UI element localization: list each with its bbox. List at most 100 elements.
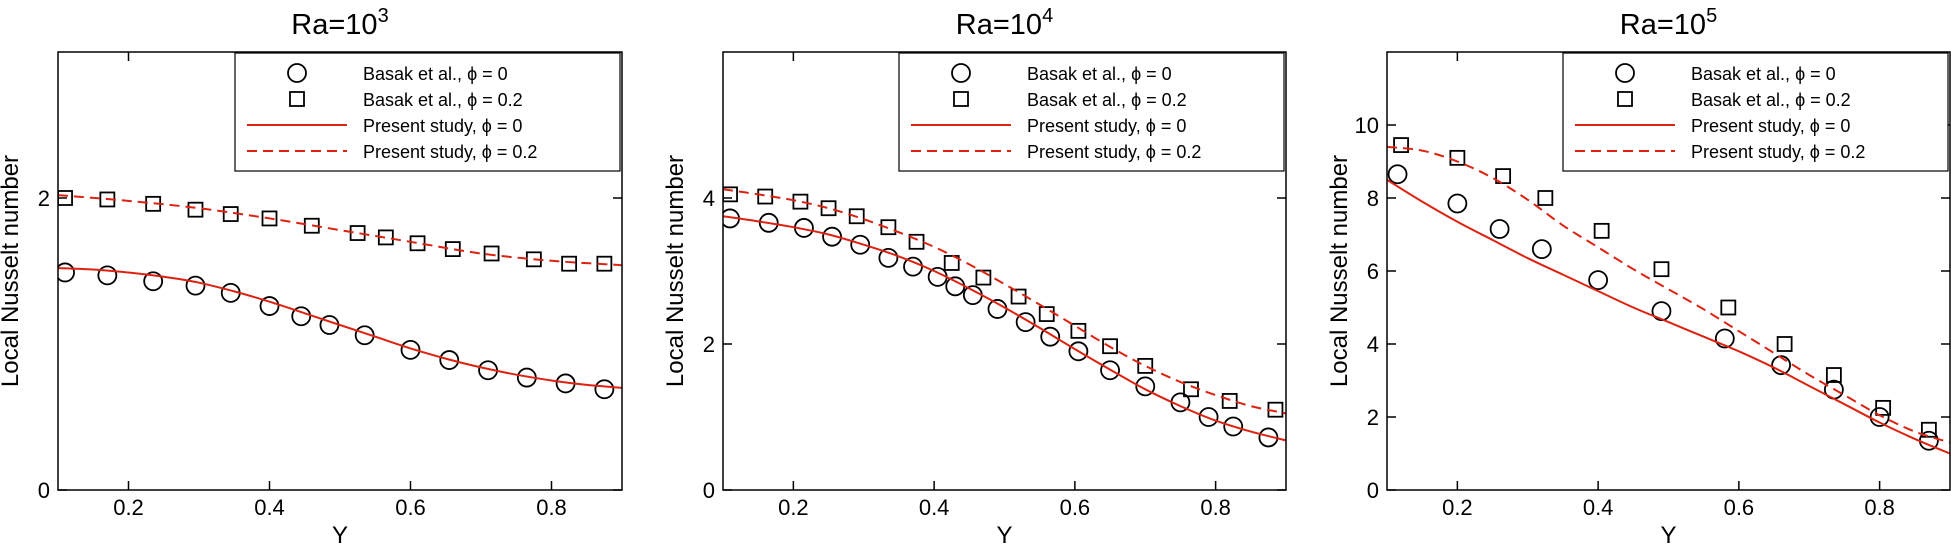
legend-label-suffix: = 0 (1156, 116, 1187, 136)
y-axis-label: Local Nusselt number (1326, 155, 1353, 387)
data-point-square (1920, 421, 1937, 438)
data-point-square (1449, 149, 1466, 166)
data-point-square (1137, 357, 1154, 374)
data-point-square (187, 201, 204, 218)
legend-label-suffix: = 0.2 (1156, 142, 1202, 162)
data-point-circle (1068, 341, 1089, 362)
legend-phi-symbol: ϕ (467, 64, 477, 84)
legend-label-suffix: = 0 (1820, 116, 1851, 136)
legend-label: Basak et al., ϕ = 0 (363, 64, 508, 84)
legend-phi-symbol: ϕ (1131, 90, 1141, 110)
plot-data (723, 186, 1286, 448)
legend-label: Present study, ϕ = 0 (1691, 116, 1850, 136)
data-point-square (483, 245, 500, 262)
data-point-circle (1198, 407, 1219, 427)
chart-title-text: Ra=10 (956, 9, 1042, 41)
legend-label-prefix: Present study, (1691, 142, 1810, 162)
chart-title-text: Ra=10 (291, 9, 377, 41)
chart-title-exponent: 3 (378, 5, 389, 27)
y-tick-label: 0 (38, 478, 50, 503)
data-point-circle (594, 379, 615, 400)
series-line-dashed (723, 188, 1286, 415)
data-point-square (1038, 306, 1055, 322)
x-tick-label: 0.8 (1864, 495, 1895, 520)
legend-label: Basak et al., ϕ = 0.2 (1691, 90, 1851, 110)
y-tick-label: 0 (703, 478, 715, 503)
y-tick-label: 8 (1367, 186, 1379, 211)
data-point-circle (878, 247, 899, 268)
legend-label-prefix: Basak et al., (1691, 90, 1795, 110)
legend-phi-symbol: ϕ (1795, 64, 1805, 84)
plot-data (58, 190, 622, 400)
series-line-solid (723, 215, 1286, 442)
data-point-circle (1447, 193, 1468, 214)
legend-marker-circle (951, 63, 971, 83)
legend-label: Present study, ϕ = 0.2 (1027, 142, 1201, 162)
legend-label-prefix: Present study, (1027, 116, 1146, 136)
data-point-circle (259, 296, 280, 316)
data-point-circle (1015, 312, 1036, 333)
data-point-square (943, 255, 960, 271)
legend-marker-square (953, 91, 969, 107)
legend-label: Basak et al., ϕ = 0.2 (1027, 90, 1187, 110)
data-point-circle (962, 285, 983, 305)
data-point-square (1593, 222, 1610, 239)
data-point-circle (850, 234, 871, 255)
legend-marker-circle (1615, 63, 1635, 83)
data-point-circle (1588, 270, 1609, 291)
data-point-circle (185, 275, 206, 296)
legend-label: Basak et al., ϕ = 0 (1027, 64, 1172, 84)
data-point-circle (1531, 239, 1552, 260)
legend-label: Basak et al., ϕ = 0.2 (363, 90, 523, 110)
chart-title: Ra=104 (956, 5, 1053, 41)
chart-title: Ra=103 (291, 5, 388, 41)
legend-label-suffix: = 0.2 (477, 90, 523, 110)
data-point-square (848, 208, 865, 225)
y-tick-label: 2 (1367, 405, 1379, 430)
data-point-square (1825, 367, 1842, 383)
legend-label: Present study, ϕ = 0 (363, 116, 522, 136)
data-point-square (1010, 288, 1027, 305)
data-point-square (1221, 393, 1238, 409)
y-axis-label: Local Nusselt number (0, 155, 24, 387)
data-point-circle (439, 350, 460, 370)
data-point-square (444, 241, 461, 258)
legend: Basak et al., ϕ = 0 Basak et al., ϕ = 0.2… (1562, 52, 1949, 172)
data-point-circle (1489, 219, 1510, 239)
data-point-circle (291, 306, 312, 327)
legend: Basak et al., ϕ = 0 Basak et al., ϕ = 0.2… (898, 52, 1285, 172)
y-tick-label: 4 (703, 186, 715, 211)
data-point-circle (58, 262, 75, 283)
legend-marker-circle (287, 63, 307, 83)
legend-label-suffix: = 0.2 (1820, 142, 1866, 162)
x-axis-label: Y (332, 522, 348, 549)
data-point-circle (400, 339, 421, 360)
data-point-circle (1771, 355, 1791, 376)
plot-data (1387, 137, 1950, 455)
legend-label-suffix: = 0.2 (492, 142, 538, 162)
legend-label: Present study, ϕ = 0.2 (363, 142, 537, 162)
chart-panel-3: Ra=105 0.2 0.4 0.6 0.8 0 2 4 6 8 10 Y Local Nusselt … (1326, 5, 1951, 549)
data-point-square (561, 255, 578, 272)
y-tick-label: 6 (1367, 259, 1379, 284)
legend-label-suffix: = 0 (477, 64, 508, 84)
data-point-circle (945, 276, 966, 297)
data-point-circle (1040, 326, 1061, 347)
x-axis-label: Y (1660, 522, 1676, 549)
data-point-square (1102, 338, 1118, 355)
y-tick-label: 0 (1367, 478, 1379, 503)
legend-label-prefix: Basak et al., (363, 64, 467, 84)
legend-marker-square (1617, 91, 1633, 107)
series-line-dashed (1387, 145, 1950, 444)
legend-label-prefix: Basak et al., (1691, 64, 1795, 84)
data-point-square (820, 200, 837, 217)
legend-label-prefix: Present study, (1691, 116, 1810, 136)
legend-phi-symbol: ϕ (482, 116, 492, 136)
legend-label-prefix: Present study, (363, 142, 482, 162)
data-point-circle (1100, 360, 1120, 381)
series-line-solid (1387, 178, 1950, 455)
data-point-circle (1135, 376, 1156, 397)
